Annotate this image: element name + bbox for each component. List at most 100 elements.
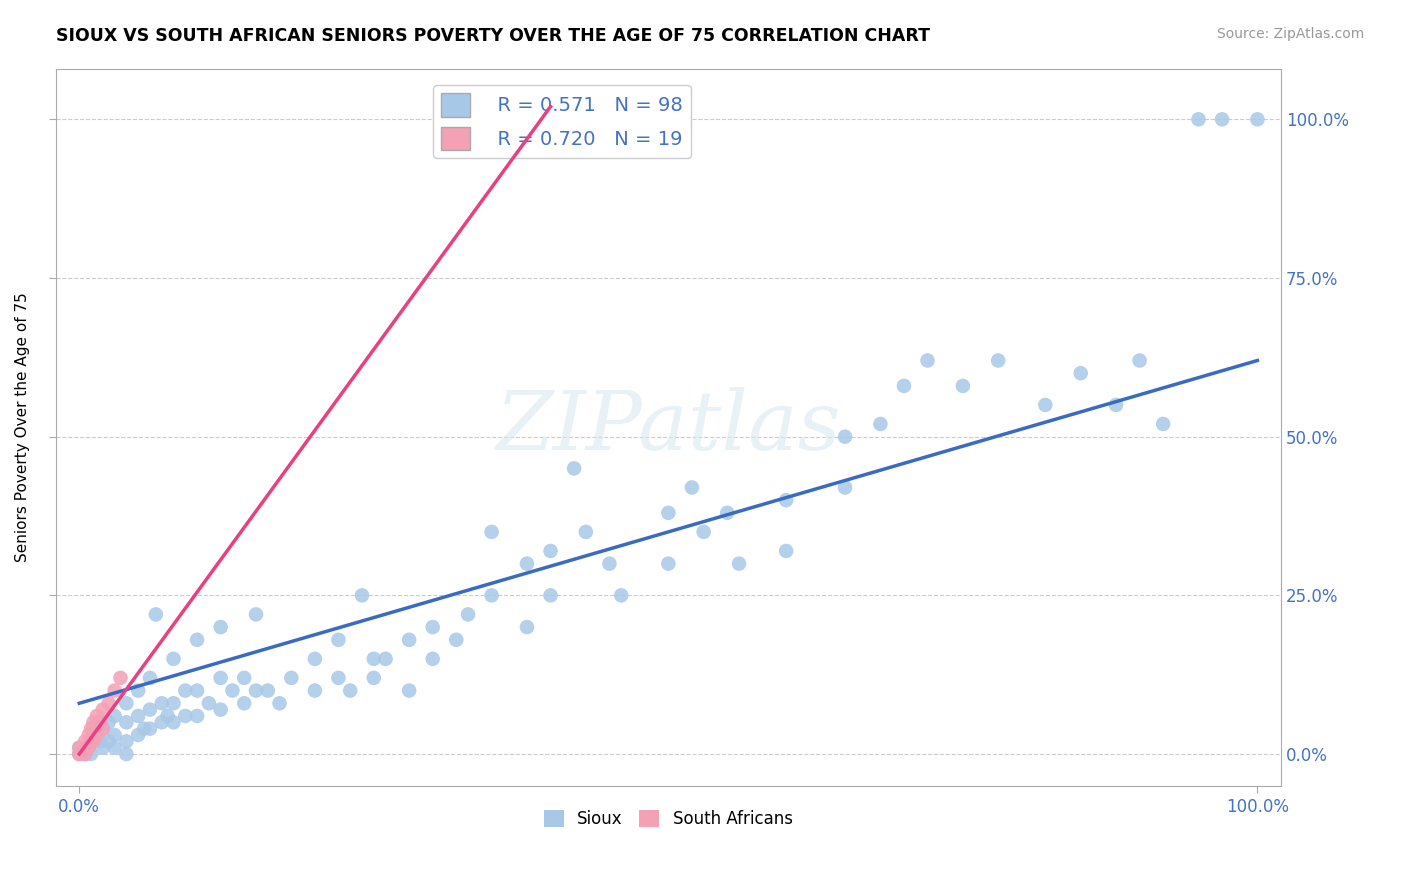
Point bbox=[139, 722, 162, 736]
Point bbox=[987, 353, 1010, 368]
Point bbox=[150, 715, 173, 730]
Point bbox=[91, 703, 114, 717]
Point bbox=[198, 696, 221, 710]
Point bbox=[681, 480, 703, 494]
Point bbox=[775, 493, 797, 508]
Point bbox=[304, 652, 326, 666]
Point bbox=[457, 607, 479, 622]
Point bbox=[89, 734, 111, 748]
Point bbox=[89, 715, 111, 730]
Point bbox=[233, 696, 256, 710]
Point bbox=[127, 709, 149, 723]
Point bbox=[917, 353, 939, 368]
Legend: Sioux, South Africans: Sioux, South Africans bbox=[537, 804, 800, 835]
Point bbox=[127, 683, 149, 698]
Point bbox=[363, 671, 385, 685]
Point bbox=[132, 722, 155, 736]
Point bbox=[174, 683, 197, 698]
Point bbox=[775, 544, 797, 558]
Point bbox=[115, 696, 138, 710]
Point bbox=[516, 620, 538, 634]
Text: Source: ZipAtlas.com: Source: ZipAtlas.com bbox=[1216, 27, 1364, 41]
Point bbox=[481, 588, 503, 602]
Point bbox=[209, 703, 232, 717]
Point bbox=[374, 652, 396, 666]
Point bbox=[610, 588, 633, 602]
Point bbox=[80, 734, 103, 748]
Point bbox=[422, 620, 444, 634]
Point bbox=[363, 652, 385, 666]
Text: ZIPatlas: ZIPatlas bbox=[495, 387, 841, 467]
Point bbox=[398, 632, 420, 647]
Point bbox=[75, 747, 97, 761]
Point bbox=[127, 728, 149, 742]
Point bbox=[657, 506, 679, 520]
Point bbox=[77, 728, 100, 742]
Point bbox=[516, 557, 538, 571]
Point bbox=[115, 734, 138, 748]
Point bbox=[350, 588, 373, 602]
Point bbox=[503, 131, 526, 145]
Point bbox=[80, 734, 103, 748]
Point bbox=[86, 728, 108, 742]
Point bbox=[1070, 366, 1092, 380]
Point bbox=[575, 524, 598, 539]
Point bbox=[91, 722, 114, 736]
Point bbox=[97, 696, 120, 710]
Point bbox=[869, 417, 891, 431]
Point bbox=[728, 557, 751, 571]
Point bbox=[1187, 112, 1209, 127]
Point bbox=[75, 747, 97, 761]
Y-axis label: Seniors Poverty Over the Age of 75: Seniors Poverty Over the Age of 75 bbox=[15, 293, 30, 562]
Point bbox=[893, 379, 915, 393]
Point bbox=[104, 683, 127, 698]
Point bbox=[245, 607, 267, 622]
Point bbox=[233, 671, 256, 685]
Point bbox=[304, 683, 326, 698]
Point bbox=[280, 671, 302, 685]
Point bbox=[540, 544, 562, 558]
Point bbox=[834, 480, 856, 494]
Point bbox=[834, 430, 856, 444]
Point bbox=[256, 683, 278, 698]
Point bbox=[82, 715, 104, 730]
Point bbox=[86, 715, 108, 730]
Point bbox=[598, 557, 620, 571]
Point bbox=[1129, 353, 1152, 368]
Point bbox=[328, 671, 350, 685]
Point bbox=[657, 557, 679, 571]
Point bbox=[481, 524, 503, 539]
Point bbox=[1246, 112, 1268, 127]
Text: SIOUX VS SOUTH AFRICAN SENIORS POVERTY OVER THE AGE OF 75 CORRELATION CHART: SIOUX VS SOUTH AFRICAN SENIORS POVERTY O… bbox=[56, 27, 931, 45]
Point bbox=[540, 588, 562, 602]
Point bbox=[75, 734, 97, 748]
Point bbox=[91, 722, 114, 736]
Point bbox=[398, 683, 420, 698]
Point bbox=[269, 696, 291, 710]
Point bbox=[245, 683, 267, 698]
Point bbox=[139, 671, 162, 685]
Point bbox=[339, 683, 361, 698]
Point bbox=[77, 740, 100, 755]
Point bbox=[97, 734, 120, 748]
Point bbox=[67, 740, 90, 755]
Point bbox=[67, 740, 90, 755]
Point bbox=[86, 709, 108, 723]
Point bbox=[139, 703, 162, 717]
Point bbox=[82, 728, 104, 742]
Point bbox=[150, 696, 173, 710]
Point bbox=[80, 722, 103, 736]
Point bbox=[77, 740, 100, 755]
Point bbox=[562, 461, 585, 475]
Point bbox=[104, 740, 127, 755]
Point bbox=[1033, 398, 1056, 412]
Point bbox=[209, 671, 232, 685]
Point bbox=[156, 709, 179, 723]
Point bbox=[80, 747, 103, 761]
Point bbox=[91, 740, 114, 755]
Point bbox=[221, 683, 243, 698]
Point bbox=[716, 506, 738, 520]
Point bbox=[115, 715, 138, 730]
Point bbox=[952, 379, 974, 393]
Point bbox=[110, 671, 132, 685]
